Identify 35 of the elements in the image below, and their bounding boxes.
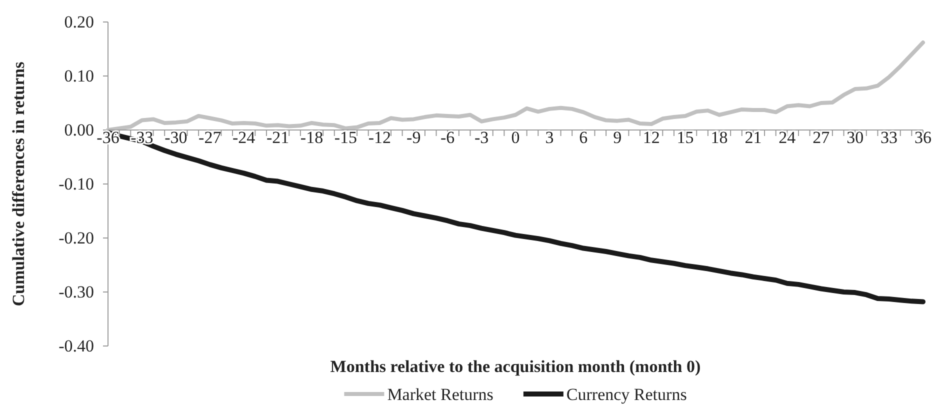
y-tick-label: -0.30 (58, 282, 94, 302)
x-tick-label: 21 (744, 128, 762, 147)
y-tick-label: 0.00 (64, 120, 94, 140)
y-tick-label: -0.20 (58, 228, 94, 248)
y-tick-label: 0.20 (64, 12, 94, 32)
x-tick-label: -9 (406, 128, 421, 147)
legend-label: Market Returns (387, 385, 494, 404)
x-tick-label: -24 (232, 128, 256, 147)
x-tick-label: -36 (96, 128, 120, 147)
y-axis-title: Cumulative differences in returns (9, 61, 28, 306)
x-tick-label: -12 (368, 128, 392, 147)
x-tick-label: -6 (440, 128, 455, 147)
x-tick-label: 18 (710, 128, 728, 147)
legend-label: Currency Returns (566, 385, 687, 404)
y-tick-label: -0.40 (58, 336, 94, 356)
x-tick-label: -30 (164, 128, 188, 147)
x-tick-label: -3 (474, 128, 489, 147)
x-tick-label: -15 (334, 128, 358, 147)
x-tick-label: -18 (300, 128, 324, 147)
x-tick-label: -27 (198, 128, 222, 147)
x-tick-label: 0 (511, 128, 520, 147)
x-axis-title: Months relative to the acquisition month (month 0) (330, 357, 701, 376)
x-tick-label: 27 (812, 128, 830, 147)
x-tick-label: 24 (778, 128, 796, 147)
x-tick-label: 9 (613, 128, 622, 147)
y-tick-label: -0.10 (58, 174, 94, 194)
x-tick-label: 12 (642, 128, 660, 147)
x-tick-label: 33 (880, 128, 898, 147)
x-tick-label: 36 (914, 128, 932, 147)
y-tick-label: 0.10 (64, 66, 94, 86)
x-tick-label: 3 (545, 128, 554, 147)
x-tick-label: 30 (846, 128, 864, 147)
x-tick-label: 6 (579, 128, 588, 147)
x-tick-label: 15 (676, 128, 694, 147)
x-tick-label: -21 (266, 128, 290, 147)
